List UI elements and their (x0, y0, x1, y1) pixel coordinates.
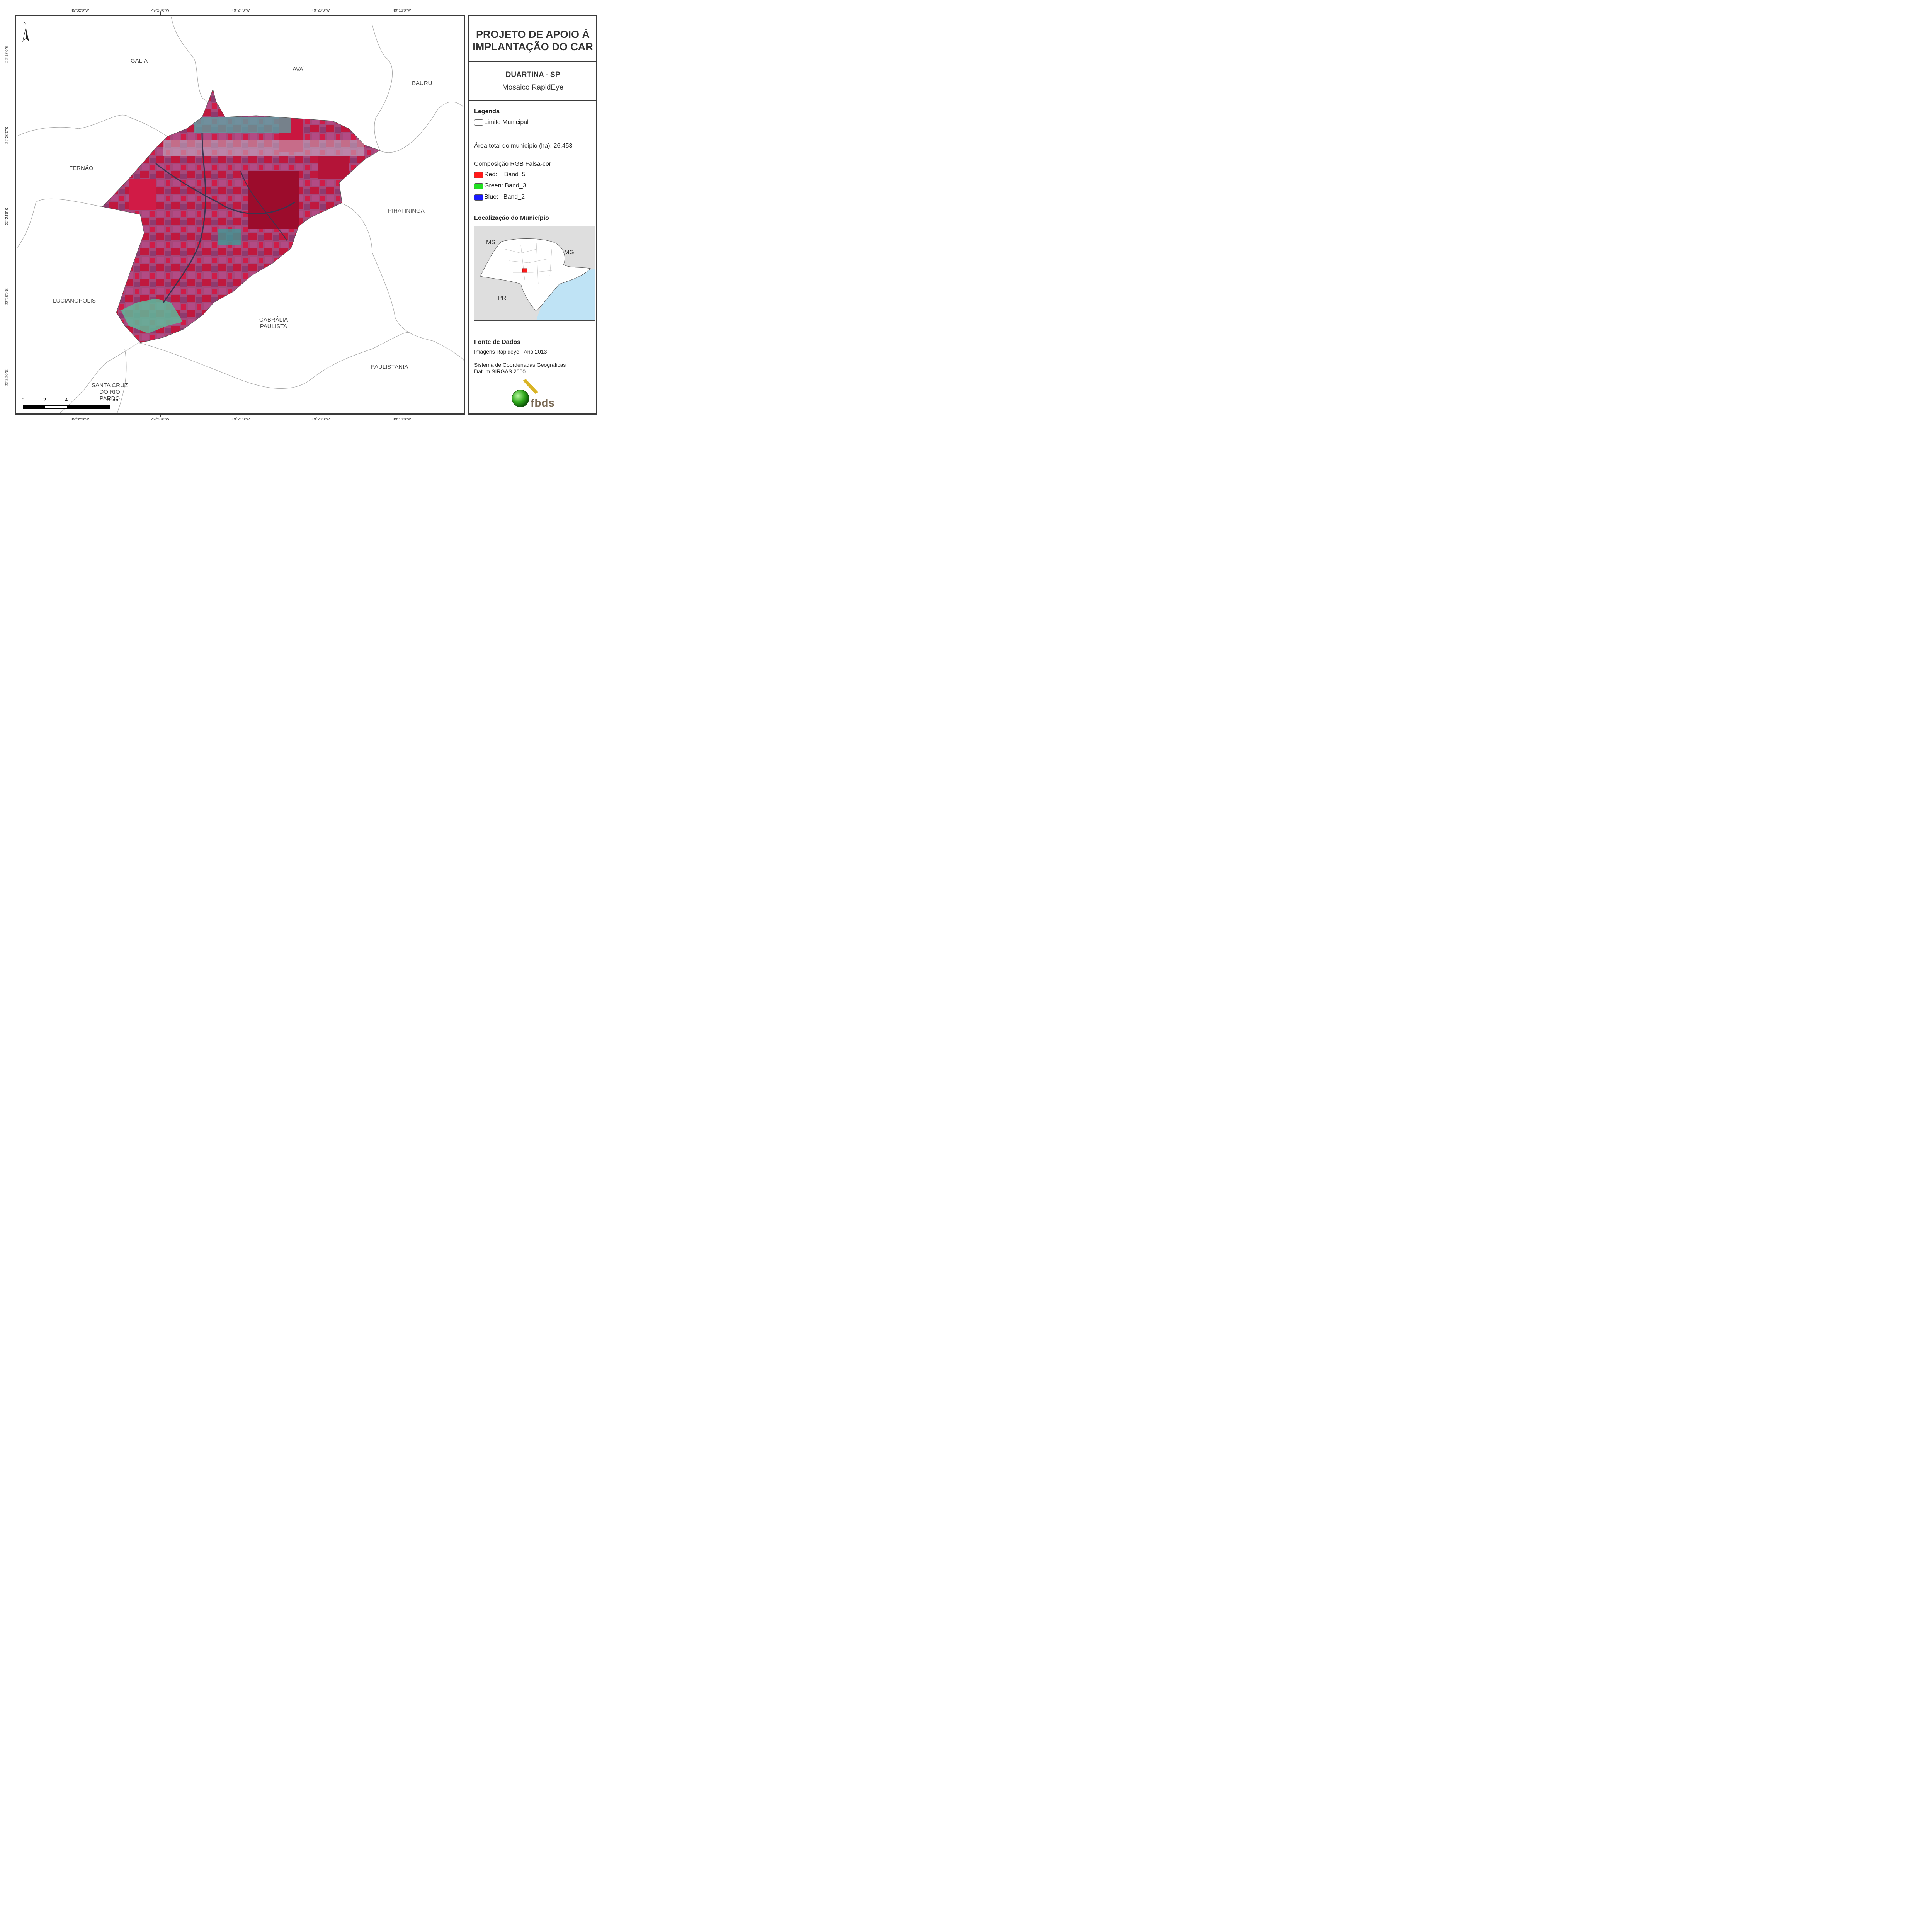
inset-label-pr: PR (498, 295, 507, 301)
label-santa-cruz: SANTA CRUZ DO RIO PARDO (92, 382, 128, 402)
duartina-boundary (102, 88, 381, 343)
coord-bottom-1: 49°32'0"W (71, 417, 89, 422)
legend-heading: Legenda (474, 108, 500, 115)
scale-bar (23, 405, 110, 409)
north-arrow-icon (22, 27, 29, 42)
label-bauru: BAURU (412, 80, 432, 87)
coord-bottom-2: 49°28'0"W (151, 417, 170, 422)
label-fernao: FERNÃO (69, 165, 94, 172)
coord-bottom-4: 49°20'0"W (311, 417, 330, 422)
label-avai: AVAÍ (293, 66, 305, 73)
coord-bottom-5: 49°16'0"W (393, 417, 411, 422)
coord-top-3: 49°24'0"W (231, 9, 250, 13)
label-lucianopolis: LUCIANÓPOLIS (53, 298, 96, 304)
label-galia: GÁLIA (131, 58, 148, 64)
location-heading: Localização do Município (474, 215, 549, 221)
scale-label-2: 2 (43, 397, 46, 403)
fbds-logo-text: fbds (531, 397, 555, 409)
map-canvas (16, 16, 464, 413)
label-paulistania: PAULISTÂNIA (371, 364, 408, 370)
mosaic-name: Mosaico RapidEye (502, 83, 564, 92)
limit-label: Limite Municipal (484, 119, 529, 126)
panel-title: PROJETO DE APOIO À IMPLANTAÇÃO DO CAR (473, 29, 593, 53)
source-line-2: Sistema de Coordenadas Geográficas (474, 362, 566, 368)
map-frame: N GÁLIA AVAÍ BAURU FERNÃO PIRATININGA LU… (15, 15, 465, 415)
divider (469, 100, 596, 101)
inset-label-mg: MG (564, 249, 574, 256)
tick (160, 415, 161, 417)
coord-left-4: 22°28'0"S (5, 288, 9, 305)
location-inset-map: MS MG PR (474, 226, 595, 321)
source-line-3: Datum SIRGAS 2000 (474, 368, 526, 374)
coord-left-1: 22°16'0"S (5, 46, 9, 63)
scale-label-0: 0 (22, 397, 25, 403)
info-panel: PROJETO DE APOIO À IMPLANTAÇÃO DO CAR DU… (468, 15, 597, 415)
duartina-mosaic (102, 89, 380, 343)
rgb-heading: Composição RGB Falsa-cor (474, 161, 551, 167)
inset-label-ms: MS (486, 239, 495, 246)
area-text: Área total do município (ha): 26.453 (474, 143, 573, 149)
label-cabralia: CABRÁLIA PAULISTA (259, 316, 288, 330)
band-green: Green: Band_3 (484, 182, 526, 189)
coord-bottom-3: 49°24'0"W (231, 417, 250, 422)
coord-left-2: 22°20'0"S (5, 127, 9, 144)
source-line-1: Imagens Rapideye - Ano 2013 (474, 349, 547, 355)
location-marker (522, 268, 527, 273)
coord-left-3: 22°24'0"S (5, 208, 9, 225)
coord-left-5: 22°32'0"S (5, 369, 9, 386)
source-heading: Fonte de Dados (474, 339, 521, 345)
divider (469, 61, 596, 62)
blue-swatch (474, 194, 483, 201)
scale-label-4: 4 (65, 397, 68, 403)
north-label: N (23, 20, 27, 26)
fbds-logo: fbds (511, 379, 561, 410)
coord-top-5: 49°16'0"W (393, 9, 411, 13)
coord-top-4: 49°20'0"W (311, 9, 330, 13)
limit-swatch (474, 119, 483, 126)
coord-top-2: 49°28'0"W (151, 9, 170, 13)
band-red: Red: Band_5 (484, 171, 526, 178)
green-swatch (474, 183, 483, 189)
label-piratininga: PIRATININGA (388, 208, 425, 214)
coord-top-1: 49°32'0"W (71, 9, 89, 13)
red-swatch (474, 172, 483, 178)
municipality-name: DUARTINA - SP (505, 71, 560, 79)
scale-label-8km: 8 km (107, 397, 119, 403)
tick (160, 12, 161, 15)
band-blue: Blue: Band_2 (484, 194, 525, 200)
